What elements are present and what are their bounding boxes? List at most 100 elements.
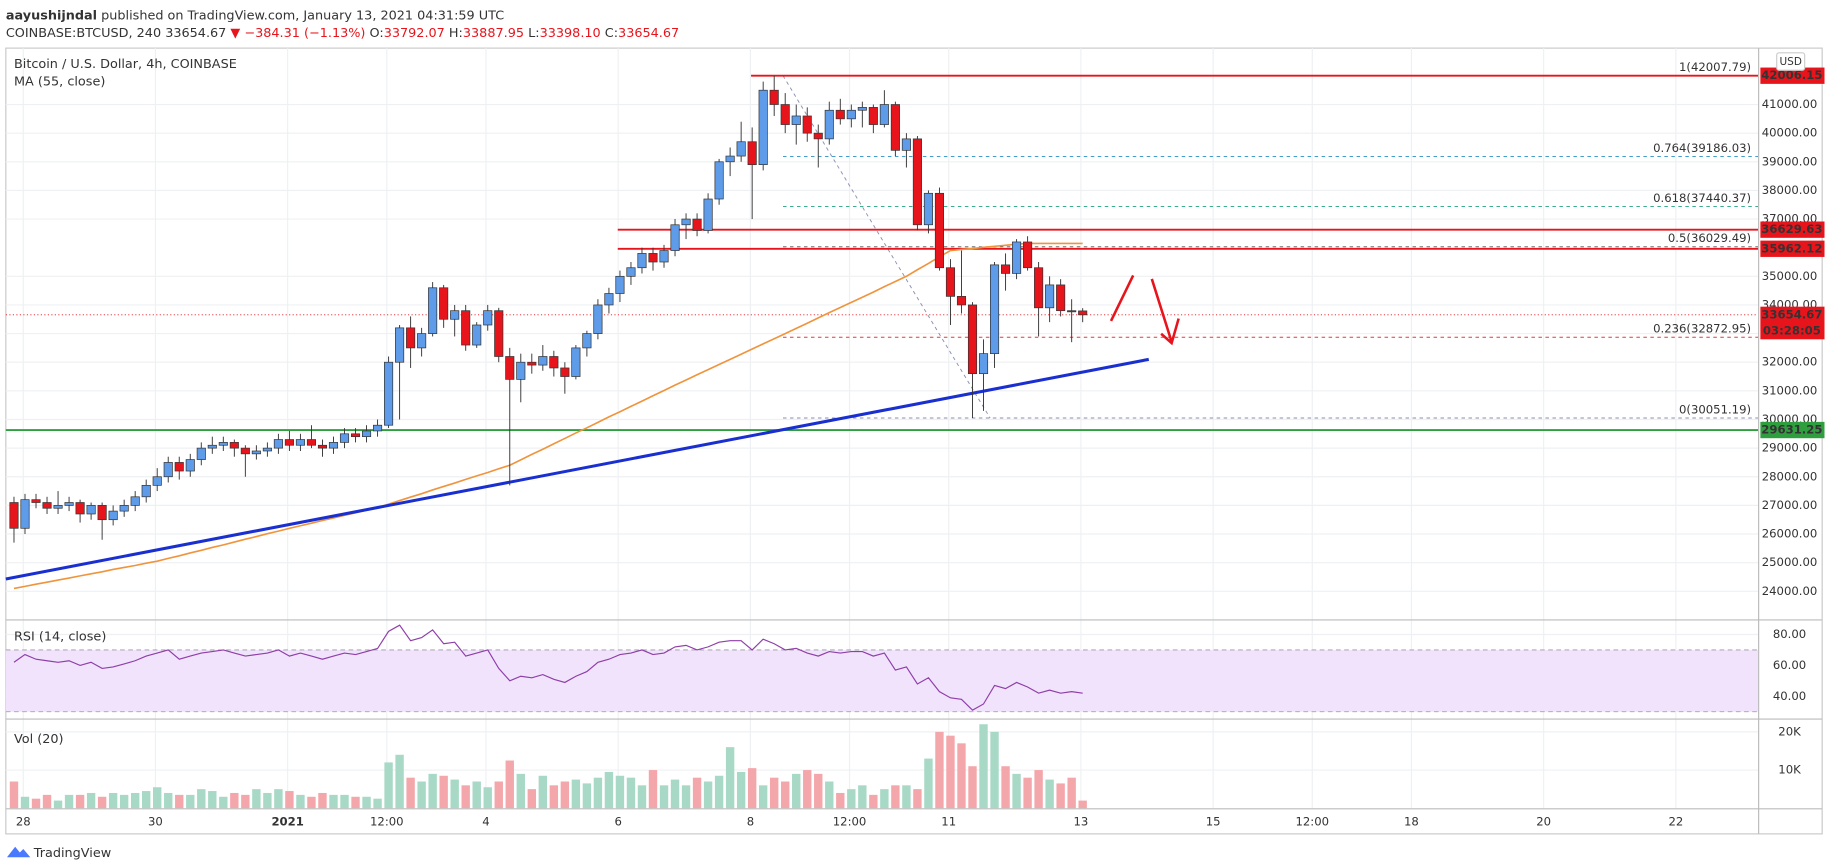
candle-body [1067, 310, 1077, 313]
l-label: L: [528, 25, 539, 40]
volume-bar [880, 789, 889, 809]
volume-bar [362, 796, 371, 809]
fib-label: 0.5(36029.49) [1668, 231, 1751, 245]
candle-body [505, 356, 515, 380]
volume-bar [549, 785, 559, 809]
currency-box[interactable] [1776, 52, 1806, 71]
candle-body [1045, 284, 1055, 309]
x-tick-label: 13 [1074, 815, 1089, 829]
y-tick-label: 39000.00 [1762, 154, 1818, 168]
candle-body [53, 505, 63, 509]
volume-bar [494, 781, 503, 809]
volume-bar [86, 792, 96, 809]
candle-body [604, 293, 614, 306]
level-badge-label: 36629.63 [1761, 222, 1822, 236]
x-tick-label: 12:00 [833, 815, 867, 829]
arrow-down [1150, 278, 1180, 346]
volume-bar [318, 792, 327, 809]
candle-body [571, 347, 581, 377]
volume-bar [902, 785, 911, 809]
ma-line [13, 242, 1083, 590]
candle-body [1023, 241, 1033, 269]
candle-body [207, 444, 217, 449]
candle-body [934, 192, 944, 269]
candle-body [328, 442, 339, 449]
volume-bar [20, 796, 30, 809]
candle-body [736, 141, 746, 157]
volume-bar [1056, 783, 1065, 809]
axes: 28 30 2021 12:00 4 6 8 12:00 11 13 15 12:00 18 20 22 24… [16, 67, 1825, 829]
candle-body [813, 132, 823, 140]
y-tick-label: 35000.00 [1762, 269, 1818, 283]
y-tick-label: 28000.00 [1762, 469, 1818, 483]
candle-body [582, 333, 592, 349]
candle-body [417, 333, 427, 349]
volume-bar [781, 781, 790, 809]
volume-bar [153, 787, 162, 809]
x-tick-label: 28 [16, 815, 31, 829]
candle-body [659, 250, 669, 263]
vol-title: Vol (20) [14, 732, 64, 747]
candle-body [295, 439, 305, 446]
volume-bar [119, 794, 129, 809]
candle-body [923, 192, 933, 226]
y-tick-label: 40000.00 [1762, 126, 1818, 140]
candle-body [945, 267, 956, 297]
candle-body [758, 89, 768, 166]
y-tick-label: 10K [1778, 763, 1801, 777]
last-price-badge [1760, 306, 1825, 324]
volume-bar [472, 781, 481, 809]
c: 33654.67 [618, 25, 679, 40]
volume-bar [703, 781, 713, 809]
x-tick-label: 30 [148, 815, 163, 829]
candle-body [989, 264, 1000, 354]
fib-label: 1(42007.79) [1679, 60, 1751, 74]
arrow-up-stroke [1109, 274, 1135, 322]
arrow: ▼ [230, 25, 240, 40]
candle-body [516, 361, 526, 380]
candle-body [86, 505, 96, 515]
logo [6, 846, 31, 858]
candle-body [879, 104, 889, 125]
symbol-line: COINBASE:BTCUSD, 240 33654.67 ▼ −384.31 … [6, 25, 679, 40]
volume-bar [1034, 770, 1043, 809]
candle-body [461, 310, 471, 346]
candle-body [747, 141, 757, 166]
candle-body [450, 310, 460, 320]
volume-bar [560, 781, 570, 809]
volume-bar [130, 792, 140, 809]
candle-body [251, 450, 261, 455]
volume-bar [758, 785, 768, 809]
volume-bar [847, 789, 856, 809]
candle-body [108, 510, 118, 521]
x-tick-label: 11 [941, 815, 956, 829]
volume-bar [31, 798, 41, 809]
x-tick-label: 12:00 [370, 815, 404, 829]
rsi-title: RSI (14, close) [14, 629, 106, 644]
volume-bar [108, 792, 118, 809]
volume-bar [263, 792, 272, 809]
candle-body [185, 459, 195, 472]
volume-bar [571, 779, 581, 809]
plot: 1(42007.79) 0.764(39186.03) 0.618(37440.37… [5, 60, 1759, 809]
candle-body [901, 138, 911, 151]
volume-bar [64, 794, 74, 809]
volume-bar [692, 777, 702, 809]
candle-body [912, 138, 922, 226]
candle-body [141, 484, 151, 498]
frame [5, 47, 1823, 835]
c-label: C: [605, 25, 618, 40]
volume-bar [53, 800, 63, 809]
volume-bar [670, 779, 680, 809]
candle-body [229, 442, 239, 449]
candle-body [9, 502, 19, 529]
volume-bar [604, 771, 614, 809]
candle-body [31, 499, 41, 503]
y-tick-label: 32000.00 [1762, 355, 1818, 369]
change: −384.31 (−1.13%) [244, 25, 365, 40]
candle-body [339, 433, 350, 443]
candle-body [637, 253, 647, 269]
author: aayushijndal [6, 8, 97, 23]
l: 33398.10 [540, 25, 601, 40]
